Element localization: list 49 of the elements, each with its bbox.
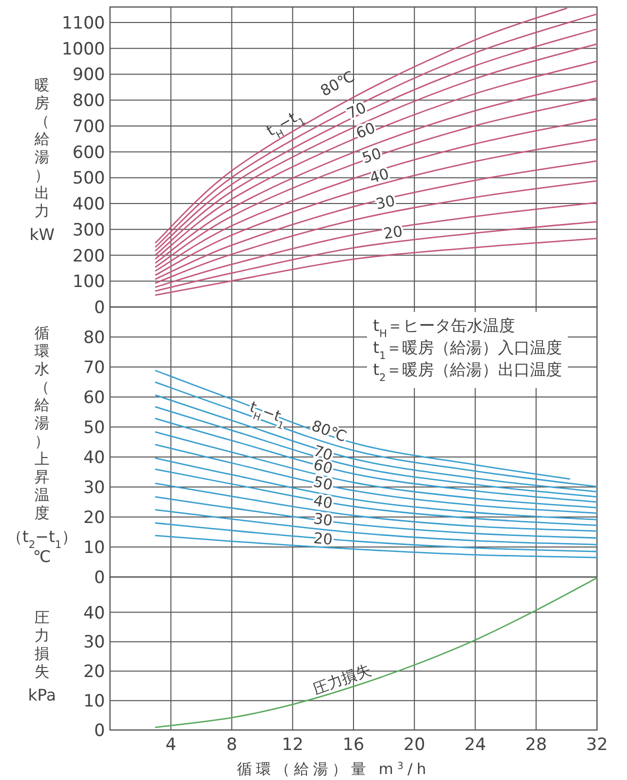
y-tick-label: 700 [72,116,105,137]
y-tick-label: 0 [94,568,105,588]
annotation: 20 [312,529,334,549]
y-tick-label: 600 [72,142,105,163]
y-tick-label: 900 [72,65,105,86]
y-axis-title: 圧力損失 kPa [28,608,56,704]
x-axis-title: 循環（給湯）量 m$^{3}$/h [236,760,430,778]
annotation: 80℃ [309,416,350,446]
y-tick-label: 70 [83,358,105,378]
x-tick-label: 28 [525,735,547,755]
annotation: t$_{2}$＝暖房（給湯）出口温度 [372,360,562,384]
y-tick-label: 1100 [62,14,105,34]
y-tick-label: 100 [72,272,105,292]
y-tick-label: 60 [83,388,105,408]
annotation: 80℃ [317,67,358,100]
y-tick-label: 1000 [62,39,105,60]
x-tick-label: 16 [342,735,364,755]
y-tick-label: 10 [83,538,105,558]
x-tick-label: 8 [226,735,238,755]
y-tick-label: 30 [83,632,105,653]
y-tick-label: 800 [72,91,105,112]
annotation: t$_{H}$＝ヒータ缶水温度 [372,316,516,340]
annotation: 30 [374,192,397,214]
y-tick-label: 200 [72,246,105,266]
y-tick-label: 300 [72,220,105,240]
x-tick-label: 24 [464,735,486,755]
y-tick-label: 400 [72,194,105,215]
annotation: 圧力損失 [310,660,374,698]
y-tick-label: 30 [83,478,105,498]
y-tick-label: 40 [83,603,105,624]
y-tick-label: 50 [83,418,105,438]
y-tick-label: 0 [94,298,105,318]
y-tick-label: 80 [83,328,105,348]
annotation: 20 [382,222,404,243]
y-tick-label: 10 [83,692,105,712]
y-tick-label: 20 [83,508,105,528]
x-tick-label: 12 [282,735,304,755]
y-tick-label: 40 [83,448,105,468]
y-tick-label: 500 [72,168,105,189]
text: 循環水（給湯）上昇温度（t$_{2}$−t$_{1}$）℃ [6,324,78,566]
y-tick-label: 0 [94,721,105,741]
annotation: 40 [368,164,392,188]
annotation: 50 [360,144,384,168]
y-tick-label: 20 [83,662,105,682]
x-tick-label: 4 [165,735,176,755]
annotation: t$_{1}$＝暖房（給湯）入口温度 [372,338,562,362]
text: 暖房（給湯）出力 kW [29,76,55,244]
x-tick-label: 20 [404,735,426,755]
x-tick-label: 32 [586,735,608,755]
